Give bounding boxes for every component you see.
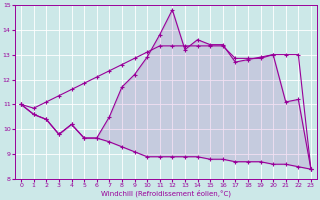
- X-axis label: Windchill (Refroidissement éolien,°C): Windchill (Refroidissement éolien,°C): [101, 190, 231, 197]
